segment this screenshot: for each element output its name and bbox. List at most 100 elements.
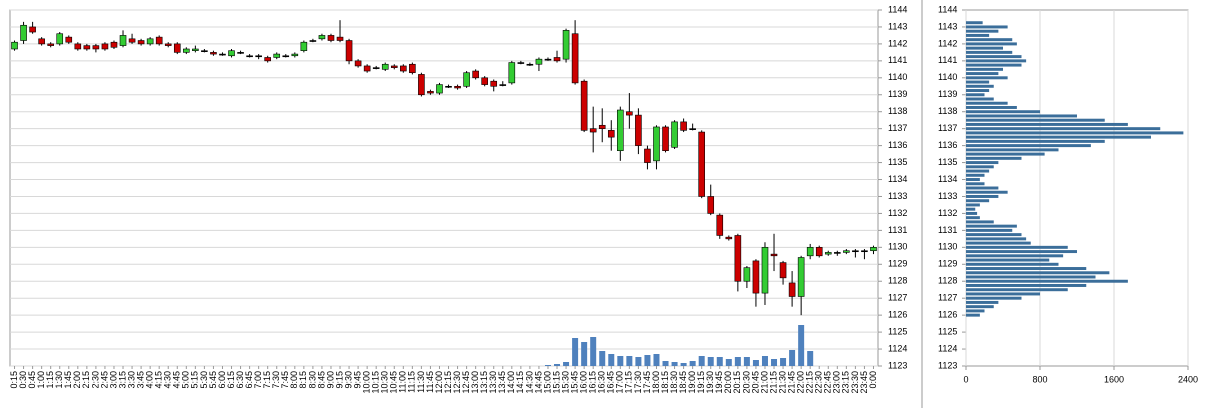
candle-body <box>517 62 525 64</box>
x-tick-label: 13:45 <box>497 371 507 394</box>
volume-bar <box>599 351 606 366</box>
volume-bar <box>798 325 805 366</box>
candle-body <box>246 55 253 58</box>
x-tick-label: 23:30 <box>850 371 860 394</box>
profile-bar <box>966 55 1022 59</box>
volume-bar <box>617 356 624 366</box>
candle-body <box>146 38 154 45</box>
candle-body <box>644 148 651 163</box>
profile-bar <box>966 300 999 304</box>
profile-bar <box>966 228 1013 232</box>
profile-bar <box>966 46 1003 50</box>
x-tick-label: 1:15 <box>45 371 55 389</box>
x-tick-label: 15:30 <box>560 371 570 394</box>
profile-bar <box>966 173 985 177</box>
candle-body <box>110 41 118 48</box>
y-tick-label: 1128 <box>888 276 907 286</box>
candle-body <box>617 109 624 152</box>
volume-bar <box>662 361 669 366</box>
profile-bar <box>966 63 1022 67</box>
candle-body <box>553 57 561 62</box>
candle-body <box>273 53 281 58</box>
x-tick-label: 10:00 <box>362 371 372 394</box>
x-tick-label: 21:30 <box>777 371 787 394</box>
y-tick-label: 1143 <box>888 21 907 31</box>
x-tick-label: 17:00 <box>615 371 625 394</box>
volume-bar <box>644 355 651 366</box>
x-tick-label: 0 <box>963 374 968 384</box>
y-tick-label: 1135 <box>938 157 957 167</box>
y-tick-label: 1137 <box>888 123 907 133</box>
x-tick-label: 16:15 <box>588 371 598 394</box>
y-tick-label: 1140 <box>888 72 907 82</box>
profile-bar <box>966 190 1008 194</box>
candle-body <box>535 58 543 65</box>
x-tick-label: 3:15 <box>117 371 127 389</box>
x-tick-label: 15:15 <box>551 371 561 394</box>
x-tick-label: 16:30 <box>597 371 607 394</box>
x-tick-label: 9:45 <box>352 371 362 389</box>
x-tick-label: 5:30 <box>199 371 209 389</box>
profile-bar <box>966 237 1027 241</box>
y-tick-label: 1134 <box>938 174 957 184</box>
volume-bar <box>698 356 705 366</box>
x-tick-label: 5:00 <box>181 371 191 389</box>
x-tick-label: 2:45 <box>99 371 109 389</box>
candle-body <box>137 40 145 45</box>
candle-body <box>463 72 470 87</box>
volume-bar <box>807 351 814 366</box>
y-tick-label: 1128 <box>938 276 957 286</box>
candle-body <box>454 85 461 89</box>
candle-body <box>472 70 479 79</box>
candle-body <box>38 38 45 45</box>
candle-body <box>716 214 724 236</box>
x-tick-label: 4:00 <box>145 371 155 389</box>
x-tick-label: 22:30 <box>814 371 824 394</box>
y-tick-label: 1141 <box>938 55 957 65</box>
y-tick-label: 1142 <box>938 38 957 48</box>
candle-body <box>707 196 715 214</box>
profile-bar <box>966 131 1184 135</box>
x-tick-label: 4:15 <box>154 371 164 389</box>
x-tick-label: 16:45 <box>606 371 616 394</box>
candle-body <box>806 247 814 257</box>
profile-bar <box>966 262 1059 266</box>
candle-body <box>418 74 425 96</box>
profile-bar <box>966 292 1040 296</box>
candle-body <box>499 84 507 86</box>
candle-body <box>20 24 27 41</box>
x-tick-label: 4:45 <box>172 371 182 389</box>
y-tick-label: 1136 <box>888 140 907 150</box>
candle-body <box>390 65 398 68</box>
candle-body <box>427 91 434 94</box>
x-tick-label: 22:15 <box>805 371 815 394</box>
profile-bar <box>966 105 1017 109</box>
x-tick-label: 19:45 <box>714 371 724 394</box>
candle-body <box>164 43 172 46</box>
x-tick-label: 16:00 <box>579 371 589 394</box>
y-tick-label: 1132 <box>938 208 957 218</box>
profile-bar <box>966 59 1027 63</box>
x-tick-label: 18:45 <box>678 371 688 394</box>
y-tick-label: 1133 <box>938 191 957 201</box>
profile-bar <box>966 245 1068 249</box>
candle-body <box>300 41 308 51</box>
y-tick-label: 1142 <box>888 38 907 48</box>
candle-body <box>201 50 208 52</box>
candle-body <box>436 84 443 94</box>
profile-bar <box>966 50 1013 54</box>
y-tick-label: 1132 <box>888 208 907 218</box>
candle-body <box>815 247 823 257</box>
candle-body <box>101 43 109 50</box>
volume-bar <box>734 357 741 366</box>
volume-bar <box>544 365 551 366</box>
profile-bar <box>966 97 994 101</box>
profile-bar <box>966 216 980 220</box>
profile-bar <box>966 72 999 76</box>
profile-bar <box>966 21 983 25</box>
volume-bar <box>689 361 696 366</box>
profile-bar <box>966 33 990 37</box>
profile-bar <box>966 296 1022 300</box>
x-tick-label: 0:45 <box>27 371 37 389</box>
